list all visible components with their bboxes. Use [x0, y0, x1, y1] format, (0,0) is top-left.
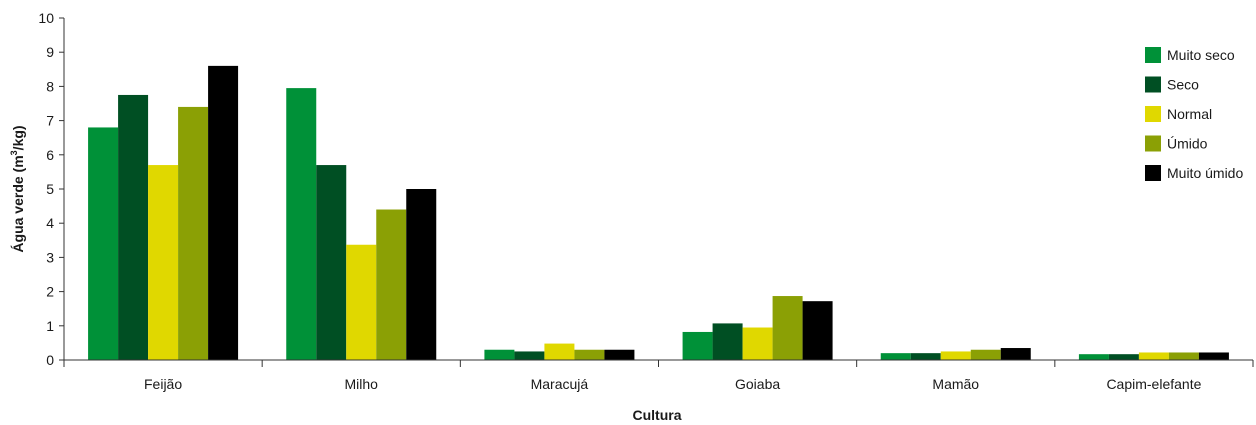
x-tick-label: Mamão [932, 376, 979, 392]
legend-label: Muito úmido [1167, 165, 1243, 181]
bar [604, 349, 635, 360]
bar [406, 189, 437, 360]
legend-swatch [1145, 165, 1161, 181]
bar [1000, 348, 1031, 360]
legend-swatch [1145, 76, 1161, 93]
bar [1078, 354, 1109, 360]
bar [484, 349, 515, 360]
legend: Muito seco Seco Normal Úmido Muito úmido [1145, 47, 1243, 181]
bar [682, 331, 713, 360]
x-tick-label: Feijão [144, 376, 182, 392]
y-tick-label: 2 [46, 284, 54, 300]
bar [574, 349, 605, 360]
bar [802, 301, 833, 360]
y-tick-label: 7 [46, 113, 54, 129]
bar [346, 244, 377, 360]
x-tick-label: Milho [345, 376, 379, 392]
bar [118, 94, 149, 360]
bar [772, 296, 803, 360]
y-axis-title-superscript: 3 [9, 150, 19, 155]
y-tick-label: 1 [46, 318, 54, 334]
bar [148, 165, 179, 360]
x-tick-label: Capim-elefante [1106, 376, 1201, 392]
legend-label: Seco [1167, 77, 1199, 93]
y-tick-label: 0 [46, 352, 54, 368]
axes-group [63, 18, 1253, 361]
bar [376, 209, 407, 360]
bar [940, 351, 971, 360]
y-ticks-group: 0 1 2 3 4 5 6 7 8 9 10 [38, 10, 64, 368]
y-tick-label: 8 [46, 78, 54, 94]
y-tick-label: 10 [38, 10, 54, 26]
bar [208, 65, 239, 360]
y-tick-label: 4 [46, 215, 54, 231]
bar [514, 351, 545, 360]
legend-swatch [1145, 47, 1161, 63]
y-tick-label: 6 [46, 147, 54, 163]
y-axis-title-end: /kg) [10, 125, 26, 150]
x-tick-label: Goiaba [735, 376, 780, 392]
bar [970, 349, 1001, 360]
bar [286, 88, 317, 361]
bar [1198, 352, 1229, 360]
bar [178, 106, 209, 360]
bar [910, 353, 941, 360]
y-axis-title: Água verde (m3/kg) [9, 125, 26, 252]
legend-label: Úmido [1167, 136, 1208, 152]
x-tick-label: Maracujá [531, 376, 589, 392]
legend-label: Muito seco [1167, 47, 1235, 63]
legend-label: Normal [1167, 106, 1212, 122]
bar [544, 343, 575, 360]
x-ticks-group: Feijão Milho Maracujá Goiaba Mamão Capim-elef… [63, 360, 1254, 392]
bar [316, 165, 347, 360]
bar [88, 127, 119, 360]
bars-group [88, 65, 1229, 361]
y-tick-label: 9 [46, 44, 54, 60]
bar [1168, 352, 1199, 360]
bar [712, 323, 743, 360]
x-axis-title: Cultura [633, 407, 682, 423]
y-tick-label: 3 [46, 249, 54, 265]
legend-swatch [1145, 106, 1161, 122]
bar [1108, 354, 1139, 360]
bar [880, 353, 911, 360]
bar [742, 327, 773, 360]
bar [1138, 352, 1169, 360]
y-axis-title-main: Água verde (m [10, 155, 26, 252]
y-tick-label: 5 [46, 181, 54, 197]
legend-swatch [1145, 135, 1161, 152]
